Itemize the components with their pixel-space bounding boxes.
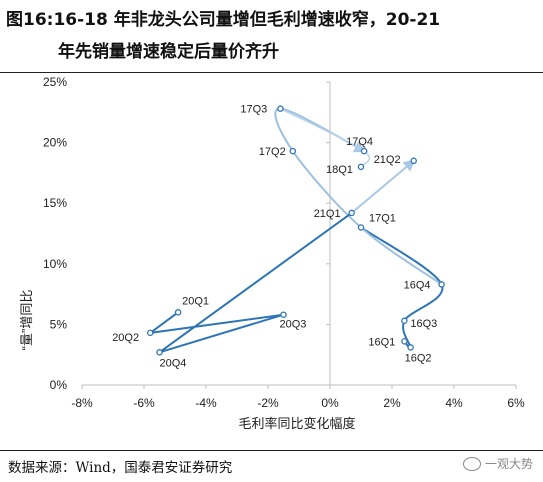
point-label-16Q4: 16Q4 xyxy=(404,279,431,291)
title-line-1: 图16:16-18 年非龙头公司量增但毛利增速收窄，20-21 xyxy=(6,10,441,30)
point-16Q3 xyxy=(401,317,408,325)
y-axis-label: “量”增同比 xyxy=(19,290,34,351)
chart-title: 图16:16-18 年非龙头公司量增但毛利增速收窄，20-21 年先销量增速稳定… xyxy=(6,4,538,68)
point-label-20Q4: 20Q4 xyxy=(160,357,187,369)
point-18Q1 xyxy=(357,163,365,171)
chart-svg: -8% -6% -4% -2% 0% 2% 4% 6% 0% 5% 10% 15% 20% 25% 16Q… xyxy=(19,75,525,431)
source-note: 数据来源：Wind，国泰君安证券研究 xyxy=(8,460,233,476)
point-17Q2 xyxy=(289,147,297,155)
x-tick-label: -8% xyxy=(71,396,93,410)
wechat-icon xyxy=(462,456,481,471)
x-tick-label: 6% xyxy=(507,396,525,410)
point-20Q2 xyxy=(146,329,154,337)
x-tick-label: 2% xyxy=(383,396,401,410)
point-label-16Q3: 16Q3 xyxy=(410,318,437,330)
y-tick-label: 10% xyxy=(43,257,67,271)
trajectory-group xyxy=(149,107,444,354)
point-20Q4 xyxy=(156,349,163,356)
point-label-17Q4: 17Q4 xyxy=(346,136,373,148)
y-tick-label: 25% xyxy=(43,75,67,89)
top-divider xyxy=(0,72,543,73)
point-label-17Q3: 17Q3 xyxy=(240,104,267,116)
point-label-21Q2: 21Q2 xyxy=(374,154,401,166)
point-21Q2 xyxy=(410,157,417,165)
point-label-20Q1: 20Q1 xyxy=(182,295,209,307)
point-16Q4 xyxy=(438,281,445,288)
watermark: 一观大势 xyxy=(462,455,533,472)
point-16Q1 xyxy=(401,338,408,345)
point-label-18Q1: 18Q1 xyxy=(326,164,353,176)
point-label-20Q2: 20Q2 xyxy=(112,332,139,344)
x-tick-label: -2% xyxy=(257,396,279,410)
points-group xyxy=(146,105,445,356)
point-16Q2 xyxy=(407,344,414,351)
point-17Q4 xyxy=(360,147,368,155)
bottom-divider xyxy=(0,450,543,451)
point-17Q3 xyxy=(277,105,284,112)
x-tick-label: 0% xyxy=(321,396,339,410)
point-20Q3 xyxy=(280,311,287,318)
point-label-17Q1: 17Q1 xyxy=(369,212,396,224)
y-tick-label: 0% xyxy=(50,378,68,392)
x-tick-label: -4% xyxy=(195,396,217,410)
point-labels-group: 16Q1 16Q2 16Q3 16Q4 17Q1 17Q2 17Q3 17Q4 18Q1 20Q1… xyxy=(112,104,437,370)
y-tick-label: 15% xyxy=(43,196,67,210)
y-tick-label: 20% xyxy=(43,136,67,150)
axes-group: -8% -6% -4% -2% 0% 2% 4% 6% 0% 5% 10% 15% 20% 25% xyxy=(43,75,525,410)
point-label-21Q1: 21Q1 xyxy=(314,208,341,220)
watermark-text: 一观大势 xyxy=(484,457,533,471)
point-label-16Q1: 16Q1 xyxy=(368,336,395,348)
point-20Q1 xyxy=(174,309,182,316)
point-label-16Q2: 16Q2 xyxy=(405,352,432,364)
y-tick-label: 5% xyxy=(50,317,68,331)
x-tick-label: 4% xyxy=(445,396,463,410)
x-tick-label: -6% xyxy=(133,396,155,410)
trajectory-21Q1-21Q2 xyxy=(351,159,416,214)
point-21Q1 xyxy=(348,209,355,217)
point-17Q1 xyxy=(357,224,365,231)
x-axis-label: 毛利率同比变化幅度 xyxy=(238,416,355,431)
title-line-2: 年先销量增速稳定后量价齐升 xyxy=(58,42,279,62)
trajectory-2020-21Q1 xyxy=(149,212,353,354)
trajectory-17Q1-17Q4 xyxy=(274,107,443,286)
point-label-20Q3: 20Q3 xyxy=(280,319,307,331)
point-label-17Q2: 17Q2 xyxy=(259,146,286,158)
